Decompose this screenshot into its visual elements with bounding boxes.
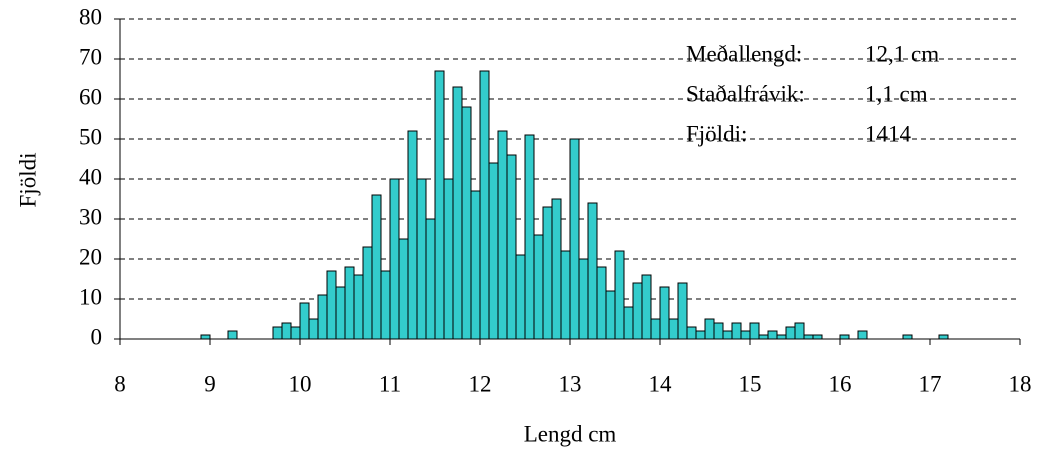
bar <box>371 194 382 340</box>
bar <box>722 330 733 340</box>
bar <box>272 326 283 340</box>
bar <box>308 318 319 340</box>
bar <box>524 134 535 340</box>
bar <box>632 282 643 340</box>
bar <box>407 130 418 340</box>
bar <box>641 274 652 340</box>
bar <box>785 326 796 340</box>
bar <box>767 330 778 340</box>
x-tick-label: 17 <box>919 371 942 396</box>
bar <box>560 250 571 340</box>
bar <box>803 334 814 340</box>
bar <box>623 306 634 340</box>
bar <box>938 334 949 340</box>
bar <box>443 178 454 340</box>
bar <box>434 70 445 340</box>
bar <box>533 234 544 340</box>
y-tick-label: 0 <box>91 324 103 349</box>
bar <box>344 266 355 340</box>
x-tick-label: 13 <box>559 371 582 396</box>
bar <box>839 334 850 340</box>
bar <box>902 334 913 340</box>
annotation-value: 1,1 cm <box>865 81 928 106</box>
y-tick-label: 80 <box>79 4 102 29</box>
x-tick-label: 12 <box>469 371 492 396</box>
bar <box>479 70 490 340</box>
bar <box>812 334 823 340</box>
bar <box>227 330 238 340</box>
annotation-label: Staðalfrávik: <box>686 81 805 106</box>
x-tick-label: 15 <box>739 371 762 396</box>
bar <box>326 270 337 340</box>
bar <box>398 238 409 340</box>
bar <box>200 334 211 340</box>
bar <box>650 318 661 340</box>
annotation-value: 1414 <box>865 121 912 146</box>
bar <box>425 218 436 340</box>
bar <box>353 274 364 340</box>
bar <box>713 322 724 340</box>
x-tick-label: 14 <box>649 371 673 396</box>
bar <box>704 318 715 340</box>
bar <box>470 190 481 340</box>
bar <box>452 86 463 340</box>
bar <box>389 178 400 340</box>
bar <box>497 130 508 340</box>
annotation-label: Meðallengd: <box>686 41 802 66</box>
y-tick-label: 70 <box>79 44 102 69</box>
bar <box>578 258 589 340</box>
bar <box>506 154 517 340</box>
bar <box>758 334 769 340</box>
y-tick-label: 20 <box>79 244 102 269</box>
bar <box>695 330 706 340</box>
x-axis-label: Lengd cm <box>524 421 617 446</box>
bar <box>461 106 472 340</box>
bar <box>749 322 760 340</box>
bar <box>605 290 616 340</box>
x-tick-label: 16 <box>829 371 852 396</box>
bar <box>317 294 328 340</box>
bar <box>731 322 742 340</box>
bar <box>488 162 499 340</box>
annotation-value: 12,1 cm <box>865 41 939 66</box>
bar <box>587 202 598 340</box>
x-tick-label: 11 <box>379 371 401 396</box>
bar <box>740 330 751 340</box>
bar <box>335 286 346 340</box>
y-tick-label: 40 <box>79 164 102 189</box>
bar <box>596 266 607 340</box>
x-tick-label: 10 <box>289 371 312 396</box>
bar <box>794 322 805 340</box>
bar <box>299 302 310 340</box>
bar <box>551 198 562 340</box>
bar <box>677 282 688 340</box>
bar <box>542 206 553 340</box>
bar <box>857 330 868 340</box>
x-tick-label: 8 <box>114 371 126 396</box>
bar <box>569 138 580 340</box>
y-tick-label: 60 <box>79 84 102 109</box>
bar <box>380 270 391 340</box>
bar <box>668 318 679 340</box>
y-tick-label: 50 <box>79 124 102 149</box>
bar <box>362 246 373 340</box>
x-tick-label: 18 <box>1009 371 1032 396</box>
bar <box>290 326 301 340</box>
y-tick-label: 10 <box>79 284 102 309</box>
y-tick-label: 30 <box>79 204 102 229</box>
x-tick-label: 9 <box>204 371 216 396</box>
bar <box>515 254 526 340</box>
y-axis-label: Fjöldi <box>15 153 40 208</box>
bar <box>659 286 670 340</box>
bar <box>281 322 292 340</box>
bar <box>686 326 697 340</box>
bar <box>776 334 787 340</box>
bar <box>416 178 427 340</box>
annotation-label: Fjöldi: <box>686 121 747 146</box>
bar <box>614 250 625 340</box>
